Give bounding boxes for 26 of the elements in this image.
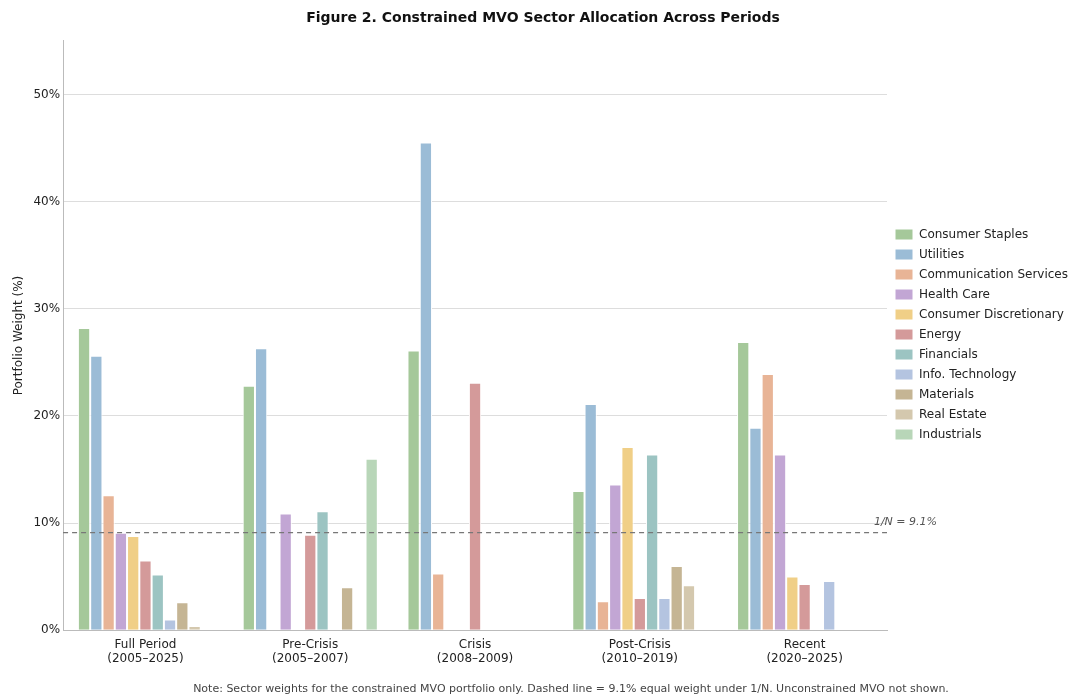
y-tick-label: 40% <box>33 193 61 208</box>
legend-label: Info. Technology <box>919 366 1017 381</box>
legend-label: Utilities <box>919 246 965 261</box>
y-axis-title: Portfolio Weight (%) <box>11 275 26 396</box>
x-tick-label: Post-Crisis (2010–2019) <box>601 636 679 665</box>
legend-label: Health Care <box>919 286 991 301</box>
y-tick-label: 20% <box>33 408 61 422</box>
legend-label: Consumer Discretionary <box>919 306 1064 321</box>
legend-label: Materials <box>919 386 975 401</box>
legend-label: Real Estate <box>919 406 987 421</box>
legend-label: Communication Services <box>919 266 1068 281</box>
y-tick-label: 30% <box>33 300 61 315</box>
x-tick-label: Full Period (2005–2025) <box>107 636 184 665</box>
x-tick-label: Recent (2020–2025) <box>766 636 843 665</box>
x-tick-label: Crisis (2008–2009) <box>436 636 514 665</box>
y-tick-label: 10% <box>33 515 61 530</box>
y-tick-label: 50% <box>33 86 61 101</box>
legend-label: Consumer Staples <box>919 226 1029 241</box>
legend-label: Financials <box>919 346 978 361</box>
legend-label: Industrials <box>919 426 982 441</box>
chart-title: Figure 2. Constrained MVO Sector Allocation Across Periods <box>306 9 780 26</box>
legend-label: Energy <box>919 326 962 341</box>
y-tick-label: 0% <box>41 622 61 637</box>
text: Note: Sector weights for the constrained MVO portfolio only. Dashed line = 9.1% equal weight under 1/N. Unconstrained MVO not shown. <box>193 682 949 696</box>
x-tick-label: Pre-Crisis (2005–2007) <box>272 636 349 665</box>
ref-line-label: 1/N = 9.1% <box>873 515 937 529</box>
